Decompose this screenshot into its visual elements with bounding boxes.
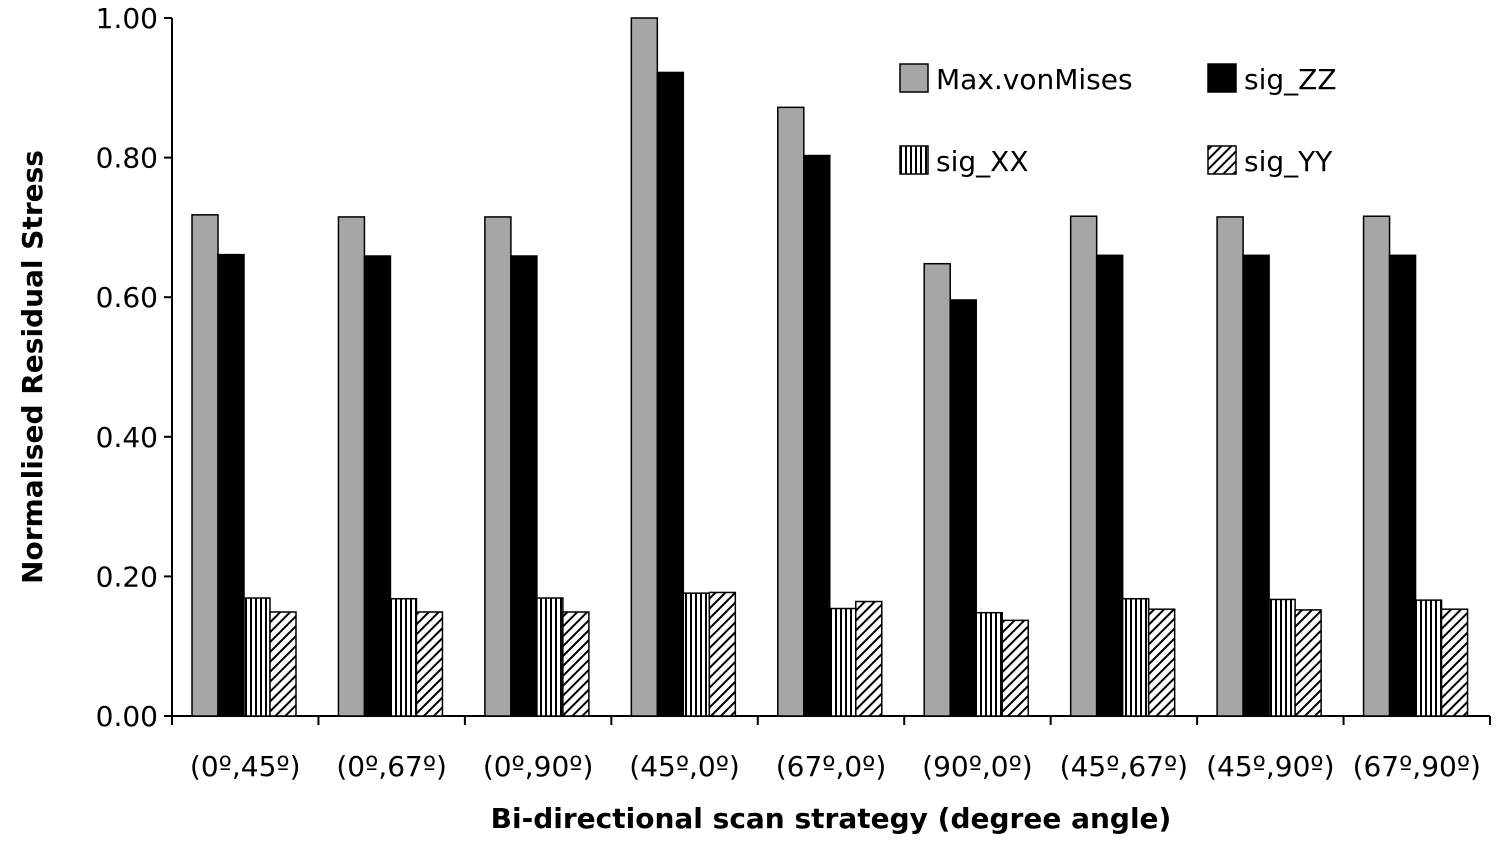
bar-sig-zz: [510, 255, 538, 717]
bar-sig-xx: [1268, 598, 1296, 717]
bar-sig-yy: [855, 600, 883, 717]
y-axis-title: Normalised Residual Stress: [16, 150, 49, 584]
bar-sig-yy: [708, 591, 737, 717]
bar-sig-xx: [975, 611, 1003, 717]
legend-swatch: [1207, 145, 1237, 175]
bar-max-vonmises: [630, 17, 659, 717]
x-tick-label: (45º,0º): [629, 750, 740, 783]
bar-sig-zz: [656, 71, 685, 717]
bar-sig-zz: [217, 253, 245, 717]
legend-label: sig_ZZ: [1244, 63, 1337, 96]
y-tick-label: 0.20: [96, 560, 158, 593]
bar-sig-xx: [389, 597, 418, 717]
x-tick-label: (45º,90º): [1206, 750, 1334, 783]
bar-sig-xx: [1414, 599, 1443, 717]
x-tick-label: (0º,45º): [190, 750, 301, 783]
bar-sig-yy: [269, 611, 297, 717]
bar-max-vonmises: [337, 216, 366, 717]
bar-max-vonmises: [777, 106, 805, 717]
bar-max-vonmises: [484, 216, 512, 717]
bar-max-vonmises: [1362, 215, 1391, 717]
bar-max-vonmises: [1216, 216, 1244, 717]
x-tick-label: (67º,90º): [1353, 750, 1481, 783]
x-tick-label: (67º,0º): [776, 750, 887, 783]
legend-swatch: [1207, 63, 1237, 93]
legend-item: sig_ZZ: [1207, 63, 1337, 96]
bar-sig-xx: [1121, 597, 1150, 717]
x-axis-title: Bi-directional scan strategy (degree ang…: [491, 802, 1172, 835]
bar-max-vonmises: [191, 214, 219, 717]
bar-sig-xx: [682, 592, 711, 717]
legend-swatch: [899, 145, 929, 175]
legend-item: sig_XX: [899, 145, 1029, 178]
y-tick-label: 1.00: [96, 2, 158, 35]
y-tick-label: 0.60: [96, 281, 158, 314]
bar-sig-yy: [1294, 609, 1322, 717]
legend-label: sig_XX: [936, 145, 1029, 178]
legend-label: sig_YY: [1244, 145, 1333, 178]
bar-sig-xx: [536, 597, 564, 717]
y-tick-label: 0.00: [96, 700, 158, 733]
bar-sig-xx: [243, 597, 271, 717]
bar-max-vonmises: [1069, 215, 1098, 717]
bar-sig-zz: [1388, 254, 1417, 717]
x-tick-label: (0º,90º): [483, 750, 594, 783]
bar-sig-yy: [415, 611, 444, 717]
bar-sig-zz: [949, 299, 977, 717]
x-tick-label: (45º,67º): [1060, 750, 1188, 783]
bar-sig-yy: [1147, 608, 1176, 717]
bar-sig-zz: [363, 255, 392, 717]
x-tick-label: (90º,0º): [922, 750, 1033, 783]
bar-sig-xx: [829, 607, 857, 717]
bar-sig-yy: [562, 611, 590, 717]
bar-sig-zz: [1242, 254, 1270, 717]
bar-sig-zz: [803, 154, 831, 717]
legend-label: Max.vonMises: [936, 63, 1133, 96]
bar-sig-zz: [1095, 254, 1124, 717]
y-tick-label: 0.40: [96, 421, 158, 454]
bar-sig-yy: [1440, 608, 1469, 717]
legend-item: Max.vonMises: [899, 63, 1133, 96]
legend-swatch: [899, 63, 929, 93]
y-tick-label: 0.80: [96, 142, 158, 175]
bar-sig-yy: [1001, 619, 1029, 717]
x-tick-label: (0º,67º): [336, 750, 447, 783]
bar-max-vonmises: [923, 262, 951, 717]
legend-item: sig_YY: [1207, 145, 1333, 178]
